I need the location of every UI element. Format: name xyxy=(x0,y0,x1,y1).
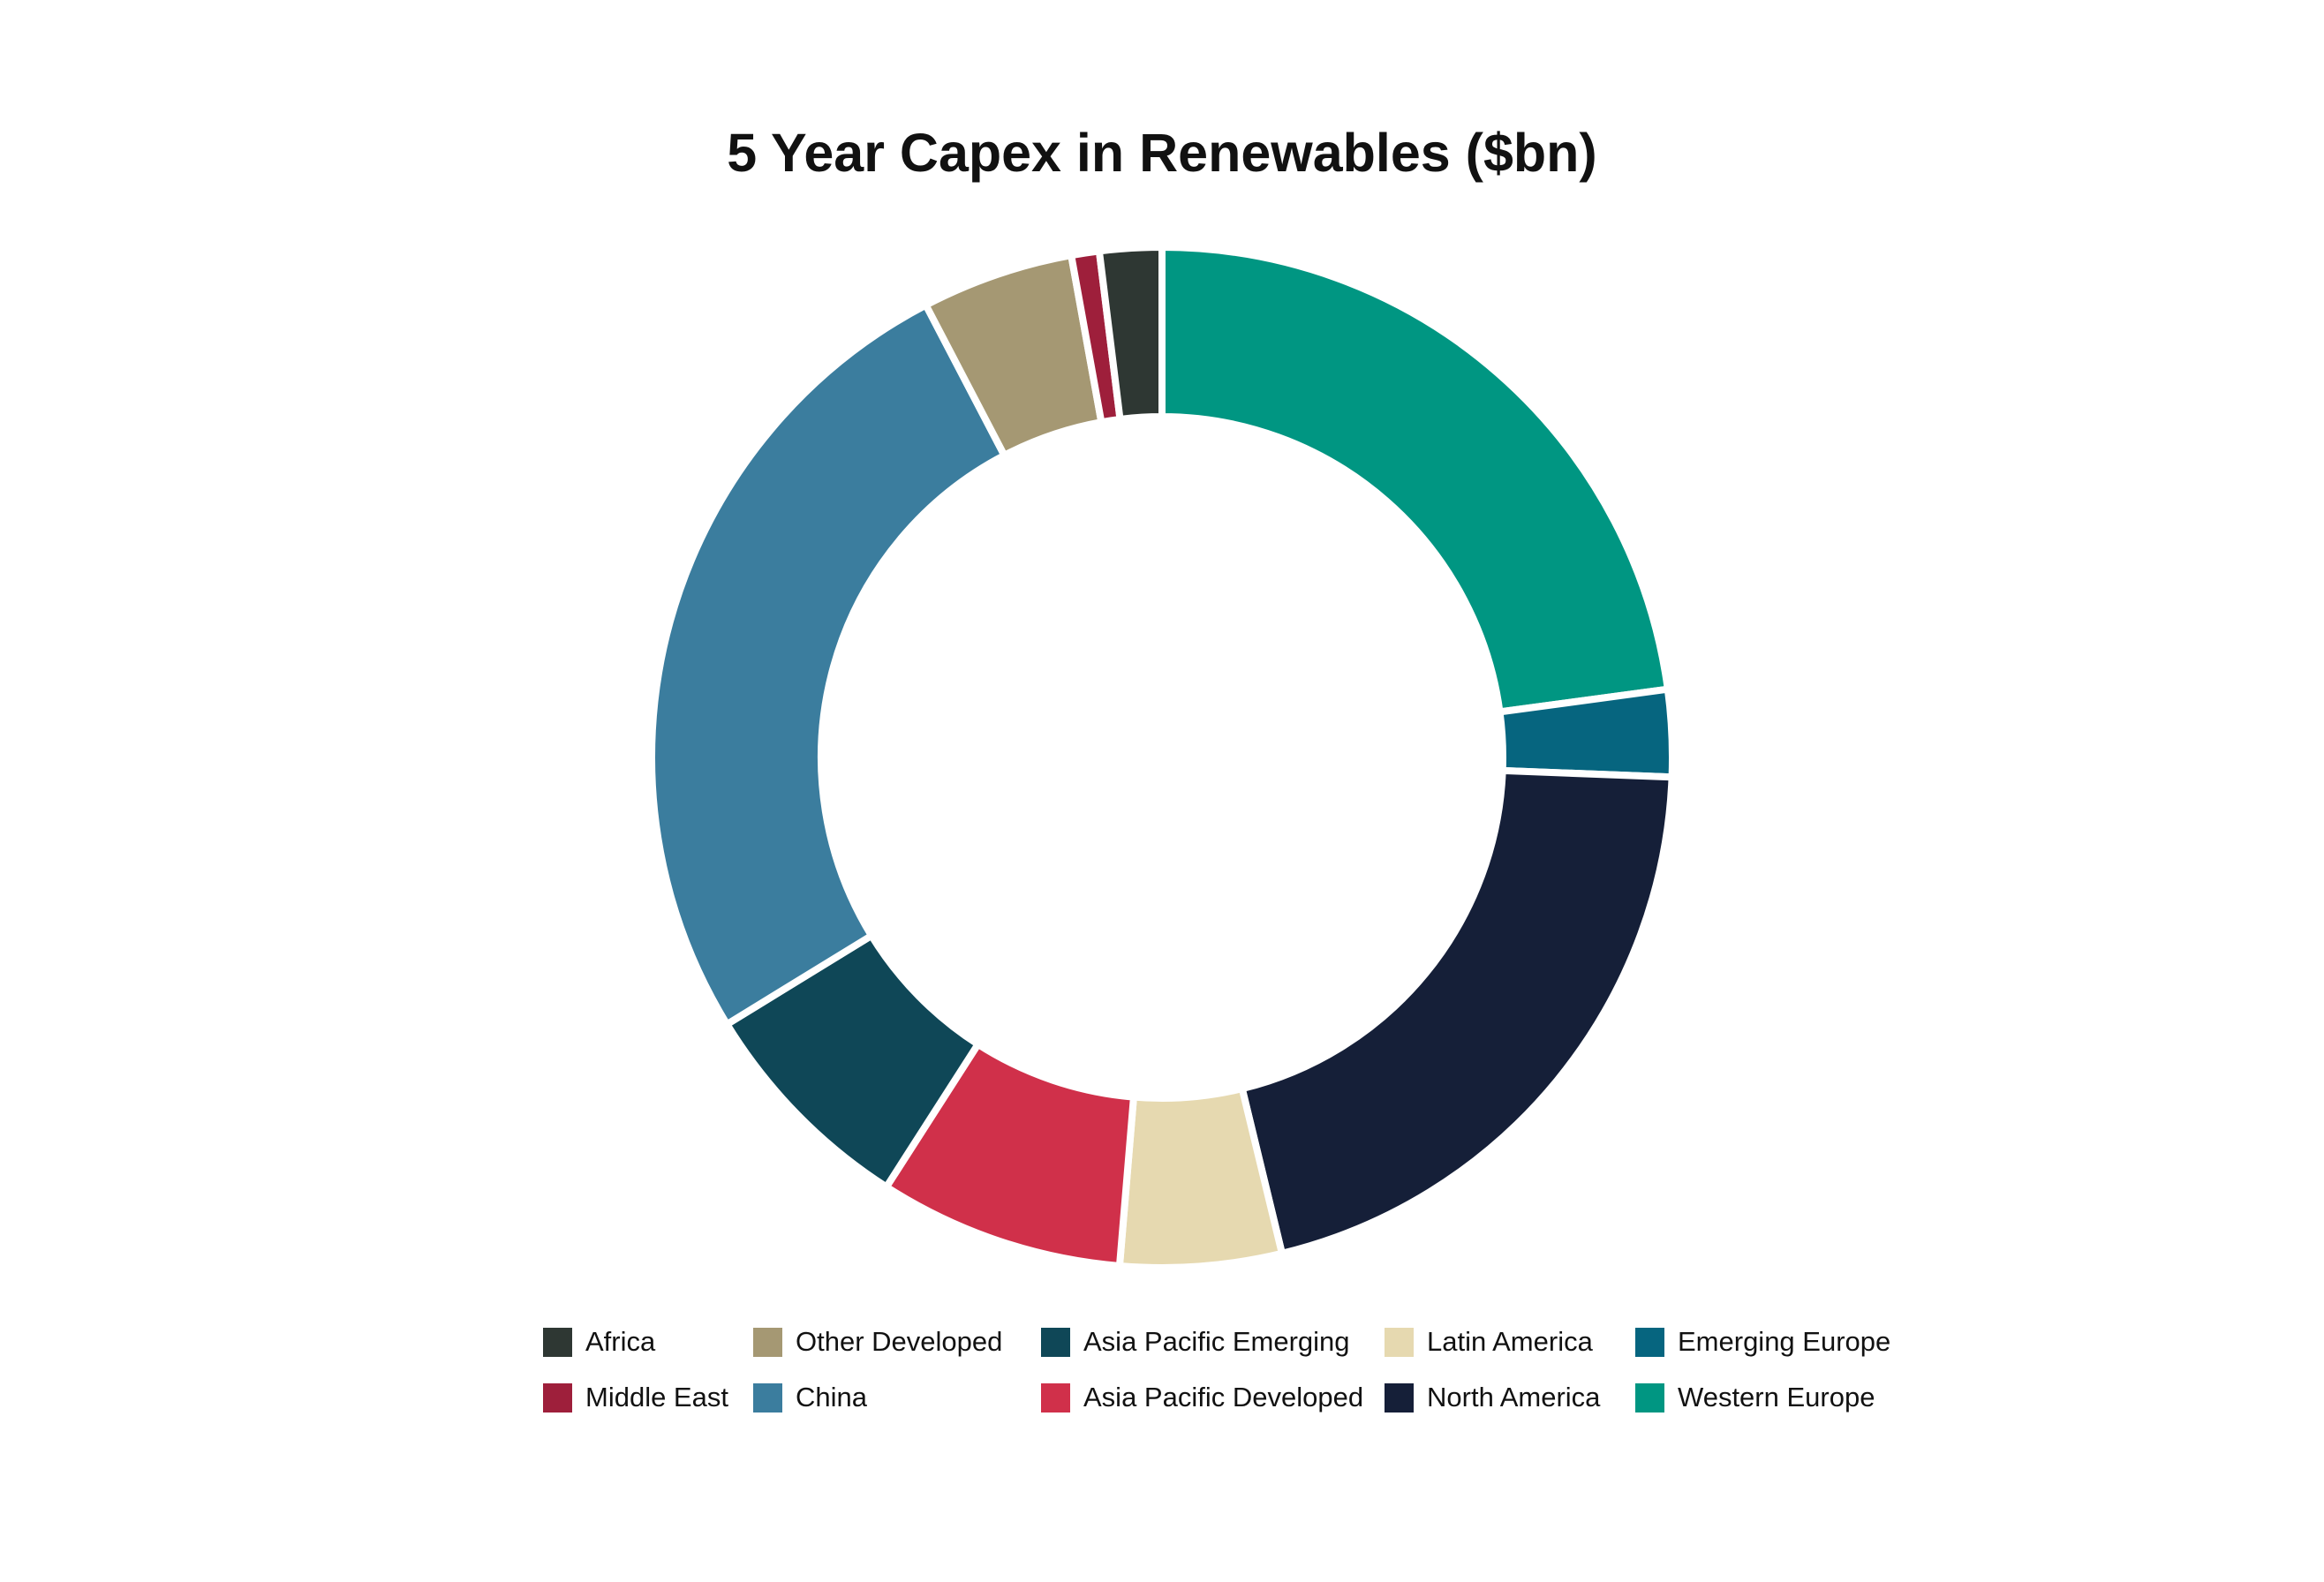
slice-western-europe xyxy=(1158,243,1672,716)
legend-swatch-middle-east xyxy=(543,1382,572,1412)
slice-china xyxy=(648,300,1009,1029)
chart-legend: Africa Middle East Other Developed China… xyxy=(543,1324,1920,1448)
slice-africa xyxy=(1095,243,1166,424)
legend-swatch-asia-pacific-developed xyxy=(1041,1382,1070,1412)
legend-item-africa: Africa xyxy=(543,1324,655,1360)
legend-swatch-north-america xyxy=(1385,1382,1414,1412)
legend-item-asia-pacific-developed: Asia Pacific Developed xyxy=(1041,1380,1363,1415)
legend-swatch-latin-america xyxy=(1385,1327,1414,1357)
legend-swatch-other-developed xyxy=(753,1327,782,1357)
legend-label-africa: Africa xyxy=(585,1326,656,1357)
legend-item-asia-pacific-emerging: Asia Pacific Emerging xyxy=(1041,1324,1350,1360)
legend-label-western-europe: Western Europe xyxy=(1678,1382,1875,1412)
legend-item-north-america: North America xyxy=(1385,1380,1600,1415)
legend-item-other-developed: Other Developed xyxy=(753,1324,1002,1360)
chart-title: 5 Year Capex in Renewables ($bn) xyxy=(727,123,1597,183)
legend-label-north-america: North America xyxy=(1427,1382,1601,1412)
legend-label-asia-pacific-emerging: Asia Pacific Emerging xyxy=(1083,1326,1350,1357)
legend-swatch-africa xyxy=(543,1327,572,1357)
legend-item-china: China xyxy=(753,1380,867,1415)
legend-label-middle-east: Middle East xyxy=(585,1382,728,1412)
slice-north-america xyxy=(1237,766,1676,1258)
legend-item-western-europe: Western Europe xyxy=(1635,1380,1875,1415)
legend-item-emerging-europe: Emerging Europe xyxy=(1635,1324,1890,1360)
legend-label-china: China xyxy=(796,1382,867,1412)
legend-item-middle-east: Middle East xyxy=(543,1380,728,1415)
legend-label-other-developed: Other Developed xyxy=(796,1326,1003,1357)
legend-swatch-asia-pacific-emerging xyxy=(1041,1327,1070,1357)
legend-label-asia-pacific-developed: Asia Pacific Developed xyxy=(1083,1382,1364,1412)
legend-label-emerging-europe: Emerging Europe xyxy=(1678,1326,1891,1357)
legend-swatch-china xyxy=(753,1382,782,1412)
legend-swatch-emerging-europe xyxy=(1635,1327,1664,1357)
legend-label-latin-america: Latin America xyxy=(1427,1326,1593,1357)
legend-swatch-western-europe xyxy=(1635,1382,1664,1412)
legend-item-latin-america: Latin America xyxy=(1385,1324,1593,1360)
